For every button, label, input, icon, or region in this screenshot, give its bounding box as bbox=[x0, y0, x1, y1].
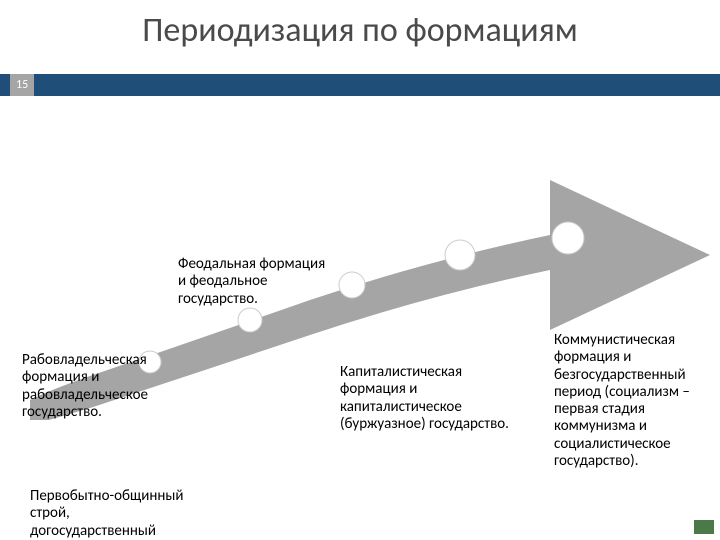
arrow-dot-2 bbox=[339, 272, 365, 298]
arrow-dot-1 bbox=[238, 308, 262, 332]
diagram-area: Первобытно-общинный строй, догосударстве… bbox=[0, 100, 720, 510]
arrow-dot-3 bbox=[445, 240, 475, 270]
stage-primitive: Первобытно-общинный строй, догосударстве… bbox=[30, 488, 190, 540]
slide-title: Периодизация по формациям bbox=[0, 10, 720, 51]
stage-communist: Коммунистическая формация и безгосударст… bbox=[554, 332, 720, 470]
arrow-dot-4 bbox=[552, 222, 584, 254]
slide-title-text: Периодизация по формациям bbox=[142, 10, 577, 51]
stage-capitalist: Капиталистическая формация и капиталисти… bbox=[340, 364, 530, 433]
page-number: 15 bbox=[16, 78, 28, 92]
stage-feudal: Феодальная формация и феодальное государ… bbox=[178, 256, 333, 308]
page-number-box: 15 bbox=[10, 74, 34, 96]
page-number-bar: 15 bbox=[0, 74, 720, 96]
stage-slave: Рабовладельческая формация и рабовладель… bbox=[22, 352, 182, 421]
corner-decor bbox=[694, 520, 714, 534]
